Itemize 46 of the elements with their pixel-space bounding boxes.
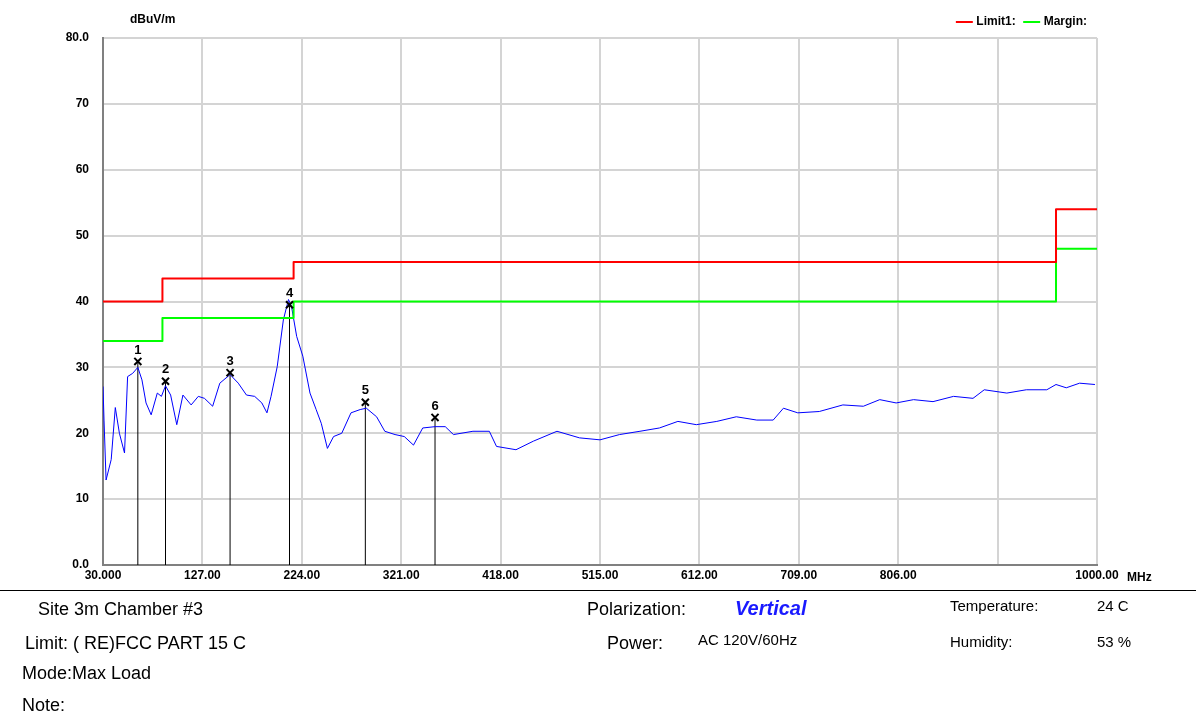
text: Note: [22,695,66,715]
y-tick-label: 80.0 [65,30,90,45]
x-tick-label: 127.00 [184,567,222,582]
text: Polarization: [587,599,687,620]
annotation: 4 [285,284,294,300]
text: 53 % [1097,633,1132,650]
annotation: 2 [161,361,170,377]
x-tick-label: 709.00 [780,567,818,582]
x-axis-title: MHz [1127,570,1152,585]
x-tick-label: 806.00 [879,567,917,582]
point [225,368,235,378]
x-tick-label: 30.000 [84,567,122,582]
text: Power: [607,633,664,654]
y-tick-label: 30 [75,359,90,374]
text: AC 120V/60Hz [698,631,798,648]
text: Vertical [735,597,807,620]
annotation: 1 [134,341,142,357]
y-axis-title: dBuV/m [130,12,176,27]
y-tick-label: 40 [75,293,90,308]
point [160,376,171,386]
point [360,397,370,407]
x-tick-label: 612.00 [681,567,719,582]
y-tick-label: 10 [75,491,90,506]
text: Limit: ( RE)FCC PART 15 C [25,633,247,654]
annotation: 6 [431,397,439,413]
x-tick-label: 1000.00 [1075,567,1120,582]
text: Temperature: [950,597,1039,614]
point [284,300,295,310]
y-tick-label: 70 [75,96,90,111]
x-tick-label: 418.00 [482,567,520,582]
legend-label: Margin: [1043,14,1088,29]
text: 24 C [1097,597,1129,614]
x-tick-label: 224.00 [283,567,321,582]
text: Mode:Max Load [22,663,152,684]
point [133,356,143,366]
y-tick-label: 60 [75,162,90,177]
text: Humidity: [950,633,1013,650]
annotation: 3 [226,352,234,368]
text: Site 3m Chamber #3 [38,599,204,620]
legend-label: Limit1: [976,14,1016,29]
x-tick-label: 321.00 [382,567,420,582]
y-tick-label: 20 [75,425,90,440]
x-tick-label: 515.00 [581,567,619,582]
point [430,412,440,422]
y-tick-label: 50 [75,227,90,242]
annotation: 5 [361,382,369,398]
